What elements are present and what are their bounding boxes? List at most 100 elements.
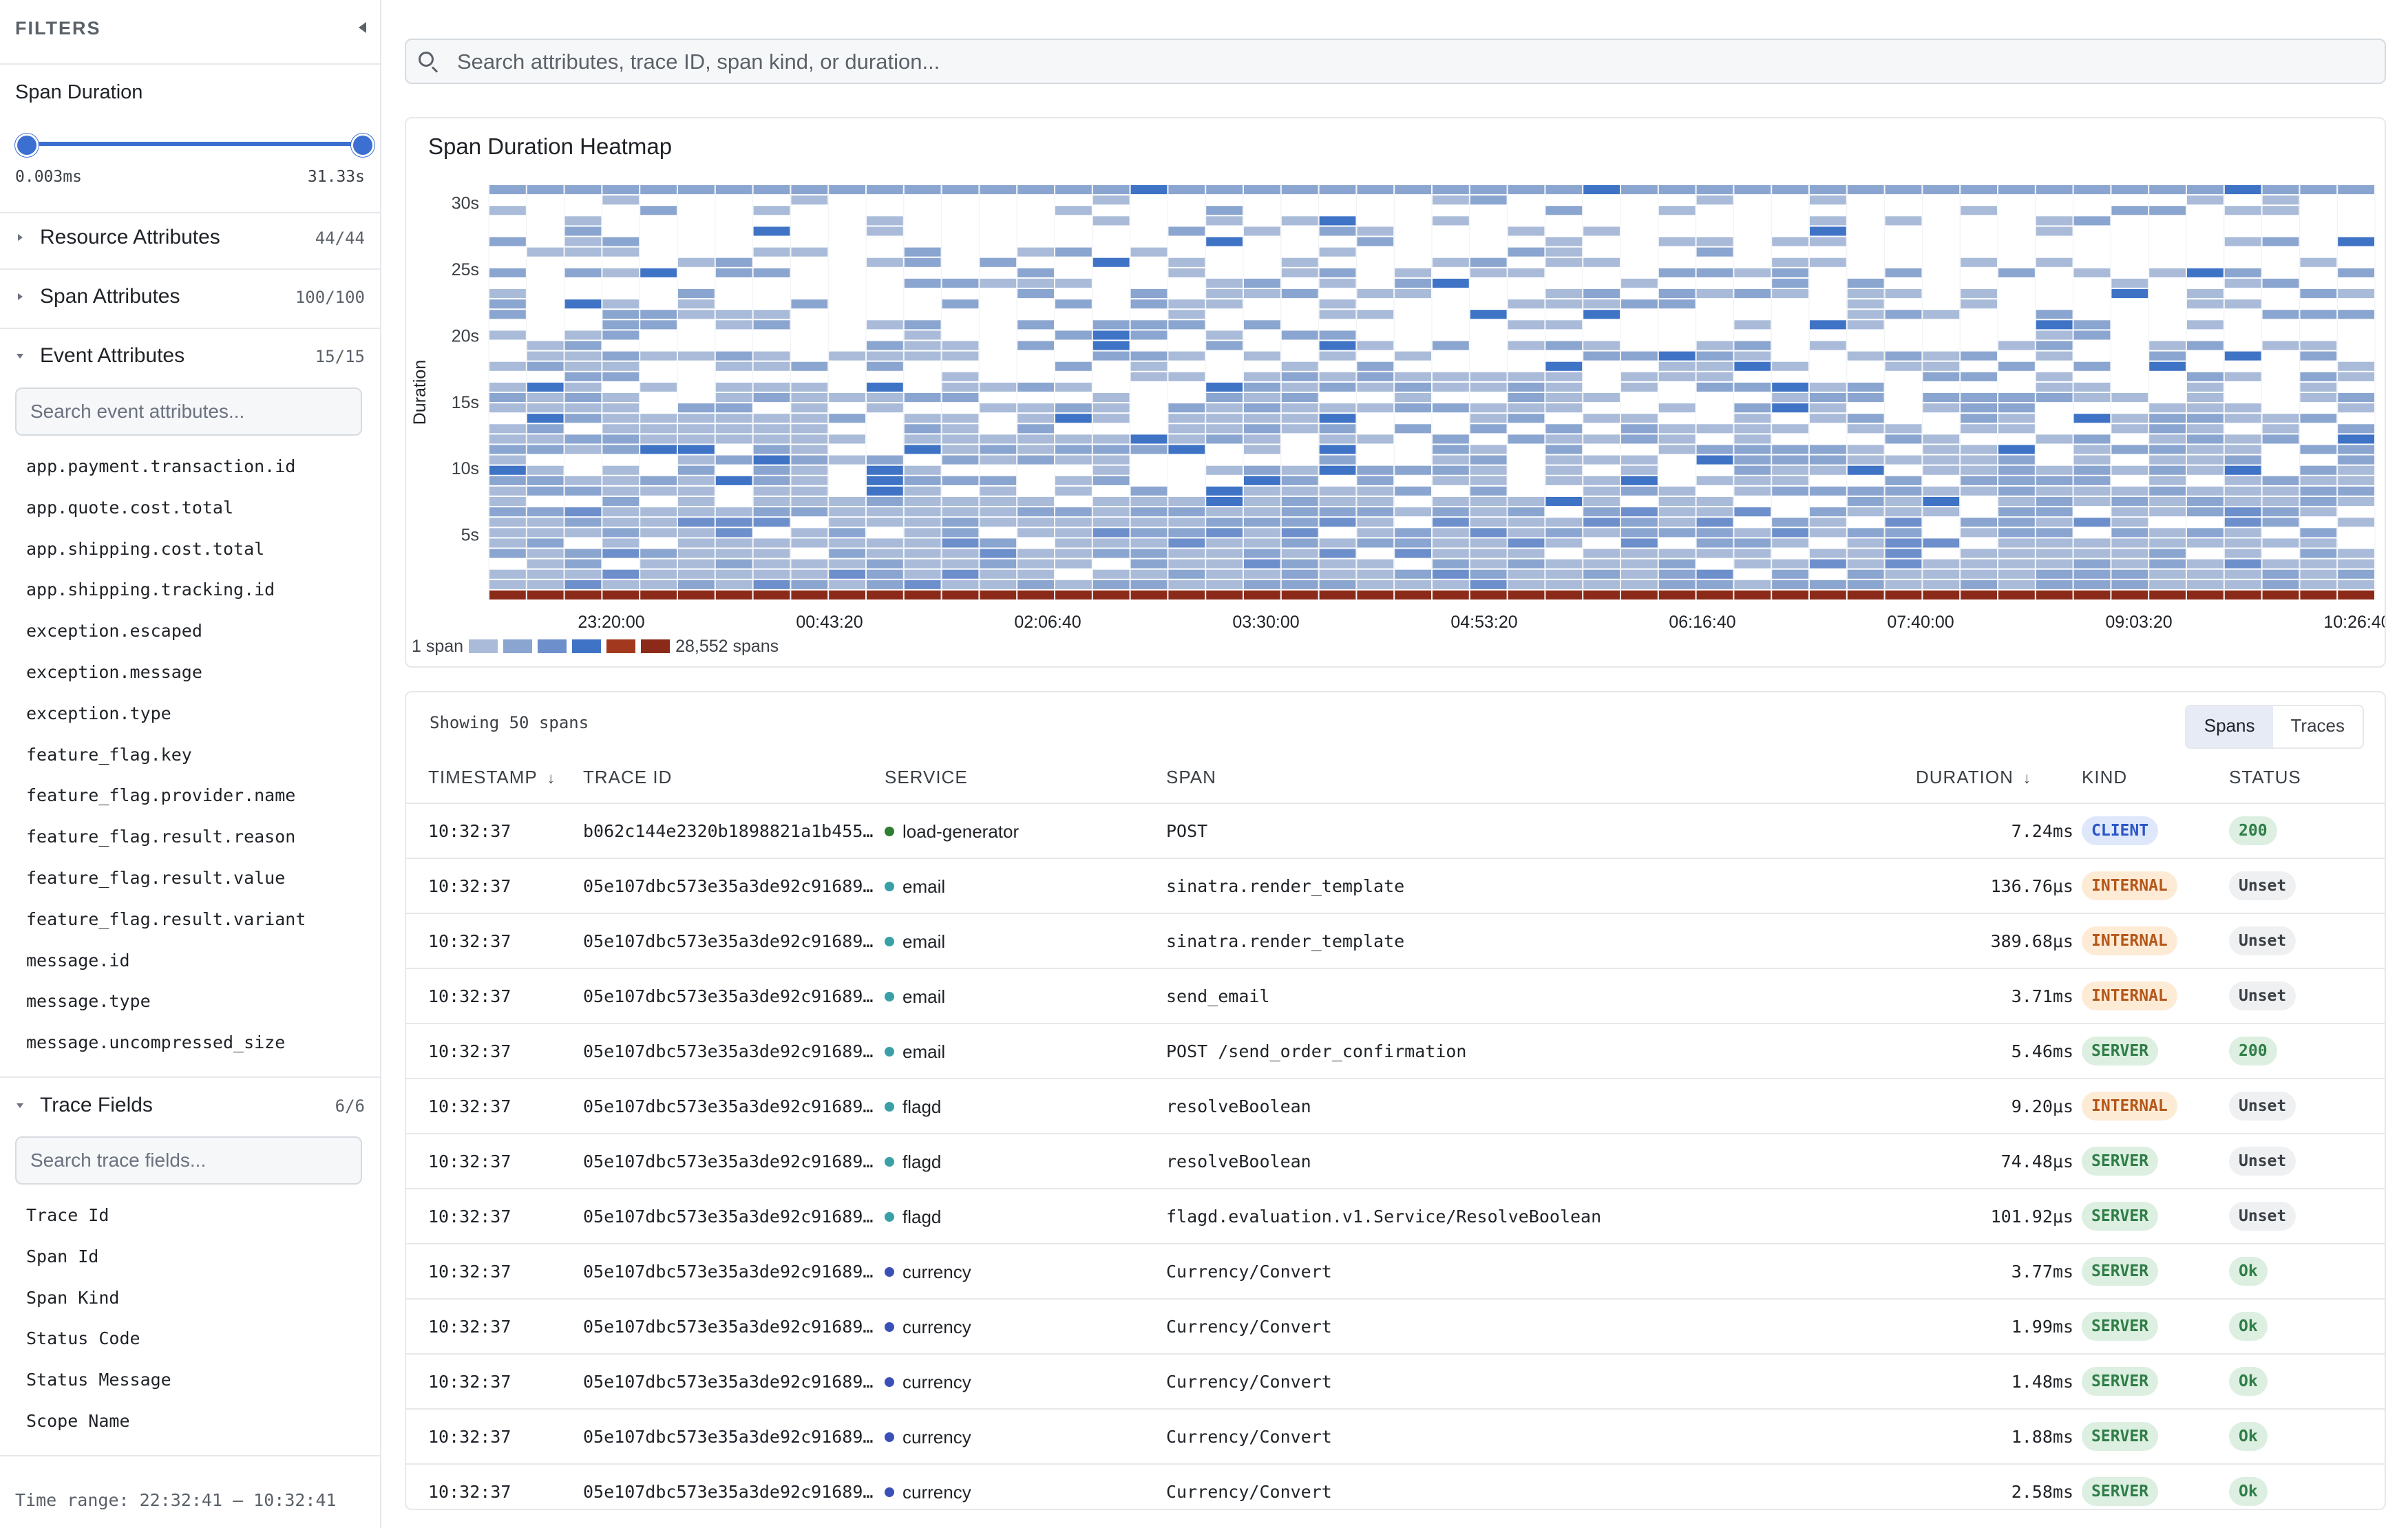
heatmap-cell[interactable] — [1433, 455, 1469, 465]
heatmap-cell[interactable] — [1244, 403, 1280, 413]
heatmap-cell[interactable] — [1281, 289, 1318, 299]
heatmap-cell[interactable] — [527, 361, 564, 371]
heatmap-cell[interactable] — [1545, 257, 1583, 267]
heatmap-cell[interactable] — [1583, 486, 1620, 496]
heatmap-cell[interactable] — [2224, 268, 2261, 277]
heatmap-cell[interactable] — [1658, 549, 1696, 558]
heatmap-cell[interactable] — [1658, 361, 1696, 371]
heatmap-cell[interactable] — [1658, 268, 1696, 277]
heatmap-cell[interactable] — [1281, 361, 1318, 371]
heatmap-cell[interactable] — [1658, 486, 1696, 496]
heatmap-cell[interactable] — [1244, 538, 1280, 548]
heatmap-cell[interactable] — [1244, 372, 1280, 381]
heatmap-cell[interactable] — [1696, 289, 1733, 299]
heatmap-cell[interactable] — [1885, 518, 1922, 527]
heatmap-cell[interactable] — [1583, 341, 1620, 350]
heatmap-cell[interactable] — [715, 580, 752, 589]
heatmap-cell[interactable] — [1508, 507, 1545, 517]
heatmap-cell[interactable] — [2262, 590, 2299, 599]
heatmap-cell[interactable] — [2149, 185, 2186, 195]
heatmap-cell[interactable] — [1319, 216, 1356, 226]
heatmap-cell[interactable] — [1281, 507, 1318, 517]
heatmap-cell[interactable] — [1092, 216, 1130, 226]
heatmap-cell[interactable] — [2300, 289, 2337, 299]
heatmap-cell[interactable] — [829, 569, 865, 579]
heatmap-cell[interactable] — [1734, 320, 1771, 330]
heatmap-cell[interactable] — [1168, 257, 1205, 267]
heatmap-cell[interactable] — [1055, 549, 1092, 558]
heatmap-cell[interactable] — [640, 351, 677, 361]
heatmap-cell[interactable] — [1017, 497, 1054, 507]
heatmap-cell[interactable] — [2073, 486, 2111, 496]
heatmap-cell[interactable] — [942, 424, 979, 434]
heatmap-cell[interactable] — [1772, 465, 1808, 475]
heatmap-cell[interactable] — [1734, 361, 1771, 371]
heatmap-cell[interactable] — [1545, 299, 1583, 309]
heatmap-cell[interactable] — [2187, 341, 2224, 350]
heatmap-cell[interactable] — [942, 382, 979, 392]
heatmap-cell[interactable] — [1810, 185, 1846, 195]
heatmap-cell[interactable] — [1017, 341, 1054, 350]
heatmap-cell[interactable] — [1017, 559, 1054, 569]
heatmap-cell[interactable] — [1772, 185, 1808, 195]
heatmap-cell[interactable] — [1130, 518, 1168, 527]
heatmap-cell[interactable] — [1281, 590, 1318, 599]
heatmap-cell[interactable] — [1696, 455, 1733, 465]
heatmap-cell[interactable] — [1319, 403, 1356, 413]
heatmap-cell[interactable] — [1357, 559, 1394, 569]
heatmap-cell[interactable] — [602, 486, 640, 496]
heatmap-cell[interactable] — [1658, 289, 1696, 299]
heatmap-cell[interactable] — [1168, 559, 1205, 569]
heatmap-cell[interactable] — [489, 310, 526, 319]
heatmap-cell[interactable] — [564, 414, 602, 423]
heatmap-cell[interactable] — [2187, 528, 2224, 538]
heatmap-cell[interactable] — [489, 299, 526, 309]
heatmap-cell[interactable] — [753, 518, 790, 527]
heatmap-cell[interactable] — [678, 414, 715, 423]
heatmap-cell[interactable] — [1092, 445, 1130, 454]
heatmap-cell[interactable] — [1847, 445, 1884, 454]
heatmap-cell[interactable] — [753, 580, 790, 589]
heatmap-cell[interactable] — [527, 445, 564, 454]
table-row[interactable]: 10:32:37 05e107dbc573e35a3de92c91689… emai… — [406, 1023, 2385, 1079]
heatmap-cell[interactable] — [1319, 424, 1356, 434]
heatmap-cell[interactable] — [1961, 206, 1997, 215]
heatmap-cell[interactable] — [791, 414, 828, 423]
heatmap-cell[interactable] — [1847, 414, 1884, 423]
heatmap-cell[interactable] — [1319, 372, 1356, 381]
heatmap-cell[interactable] — [1244, 278, 1280, 288]
event-attribute-item[interactable]: feature_flag.result.reason — [26, 827, 296, 847]
heatmap-cell[interactable] — [1810, 507, 1846, 517]
heatmap-cell[interactable] — [1433, 549, 1469, 558]
heatmap-cell[interactable] — [2262, 341, 2299, 350]
heatmap-cell[interactable] — [1658, 299, 1696, 309]
heatmap-cell[interactable] — [564, 486, 602, 496]
heatmap-cell[interactable] — [1470, 455, 1507, 465]
heatmap-cell[interactable] — [2111, 590, 2148, 599]
heatmap-cell[interactable] — [1244, 434, 1280, 444]
heatmap-cell[interactable] — [1885, 185, 1922, 195]
heatmap-cell[interactable] — [564, 559, 602, 569]
heatmap-cell[interactable] — [1583, 497, 1620, 507]
heatmap-cell[interactable] — [1583, 414, 1620, 423]
heatmap-cell[interactable] — [602, 185, 640, 195]
heatmap-cell[interactable] — [1734, 580, 1771, 589]
heatmap-cell[interactable] — [564, 330, 602, 340]
heatmap-cell[interactable] — [1470, 538, 1507, 548]
heatmap-cell[interactable] — [753, 549, 790, 558]
heatmap-cell[interactable] — [1281, 518, 1318, 527]
heatmap-cell[interactable] — [1545, 465, 1583, 475]
heatmap-cell[interactable] — [1810, 393, 1846, 403]
heatmap-cell[interactable] — [1206, 299, 1243, 309]
heatmap-cell[interactable] — [1847, 310, 1884, 319]
heatmap-cell[interactable] — [602, 538, 640, 548]
heatmap-cell[interactable] — [1961, 414, 1997, 423]
heatmap-cell[interactable] — [1961, 185, 1997, 195]
heatmap-cell[interactable] — [2036, 569, 2073, 579]
heatmap-cell[interactable] — [1998, 445, 2035, 454]
heatmap-cell[interactable] — [1055, 403, 1092, 413]
heatmap-cell[interactable] — [564, 226, 602, 236]
heatmap-cell[interactable] — [1961, 518, 1997, 527]
heatmap-cell[interactable] — [980, 538, 1017, 548]
heatmap-cell[interactable] — [753, 559, 790, 569]
